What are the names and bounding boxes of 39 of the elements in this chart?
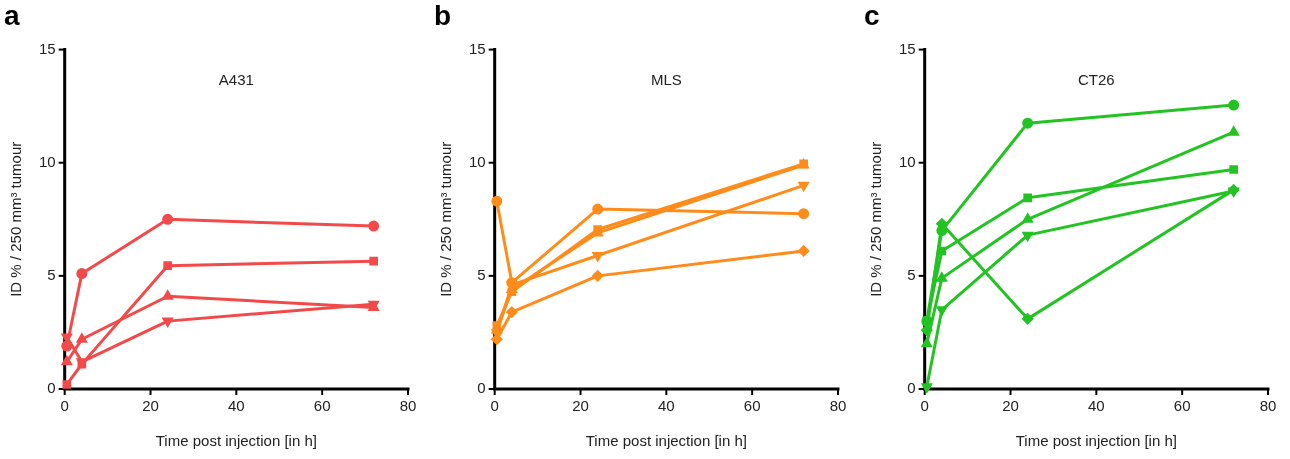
x-axis-title: Time post injection [in h] — [1015, 432, 1177, 450]
y-tick-label: 0 — [47, 379, 56, 397]
y-axis-title: ID % / 250 mm³ tumour — [437, 141, 455, 297]
x-tick-label: 0 — [490, 397, 499, 415]
x-tick-label: 40 — [228, 397, 245, 415]
annotation: MLS — [650, 71, 682, 89]
x-tick-label: 20 — [142, 397, 159, 415]
x-tick-label: 80 — [399, 397, 417, 415]
x-tick-label: 60 — [743, 397, 761, 415]
y-tick-label: 15 — [899, 39, 916, 57]
chart-title: b — [434, 0, 452, 31]
x-tick-label: 60 — [313, 397, 331, 415]
chart-title: a — [4, 0, 20, 31]
y-tick-label: 10 — [39, 152, 56, 170]
x-tick-label: 80 — [1259, 397, 1277, 415]
x-tick-label: 40 — [658, 397, 675, 415]
y-tick-label: 5 — [47, 266, 56, 284]
x-tick-label: 40 — [1088, 397, 1105, 415]
annotation: CT26 — [1078, 71, 1115, 89]
y-tick-label: 0 — [477, 379, 486, 397]
x-tick-label: 20 — [1002, 397, 1019, 415]
x-tick-label: 20 — [572, 397, 589, 415]
y-tick-label: 15 — [469, 39, 486, 57]
x-tick-label: 60 — [1173, 397, 1191, 415]
y-tick-label: 5 — [907, 266, 916, 284]
y-axis-title: ID % / 250 mm³ tumour — [7, 141, 25, 297]
annotation: A431 — [218, 71, 254, 89]
y-axis-title: ID % / 250 mm³ tumour — [867, 141, 885, 297]
y-tick-label: 5 — [477, 266, 486, 284]
x-tick-label: 0 — [920, 397, 929, 415]
x-tick-label: 0 — [60, 397, 69, 415]
chart-title: c — [864, 0, 880, 31]
y-tick-label: 15 — [39, 39, 56, 57]
x-axis-title: Time post injection [in h] — [155, 432, 317, 450]
x-axis-title: Time post injection [in h] — [585, 432, 747, 450]
y-tick-label: 10 — [899, 152, 916, 170]
y-tick-label: 0 — [907, 379, 916, 397]
x-tick-label: 80 — [829, 397, 847, 415]
y-tick-label: 10 — [469, 152, 486, 170]
